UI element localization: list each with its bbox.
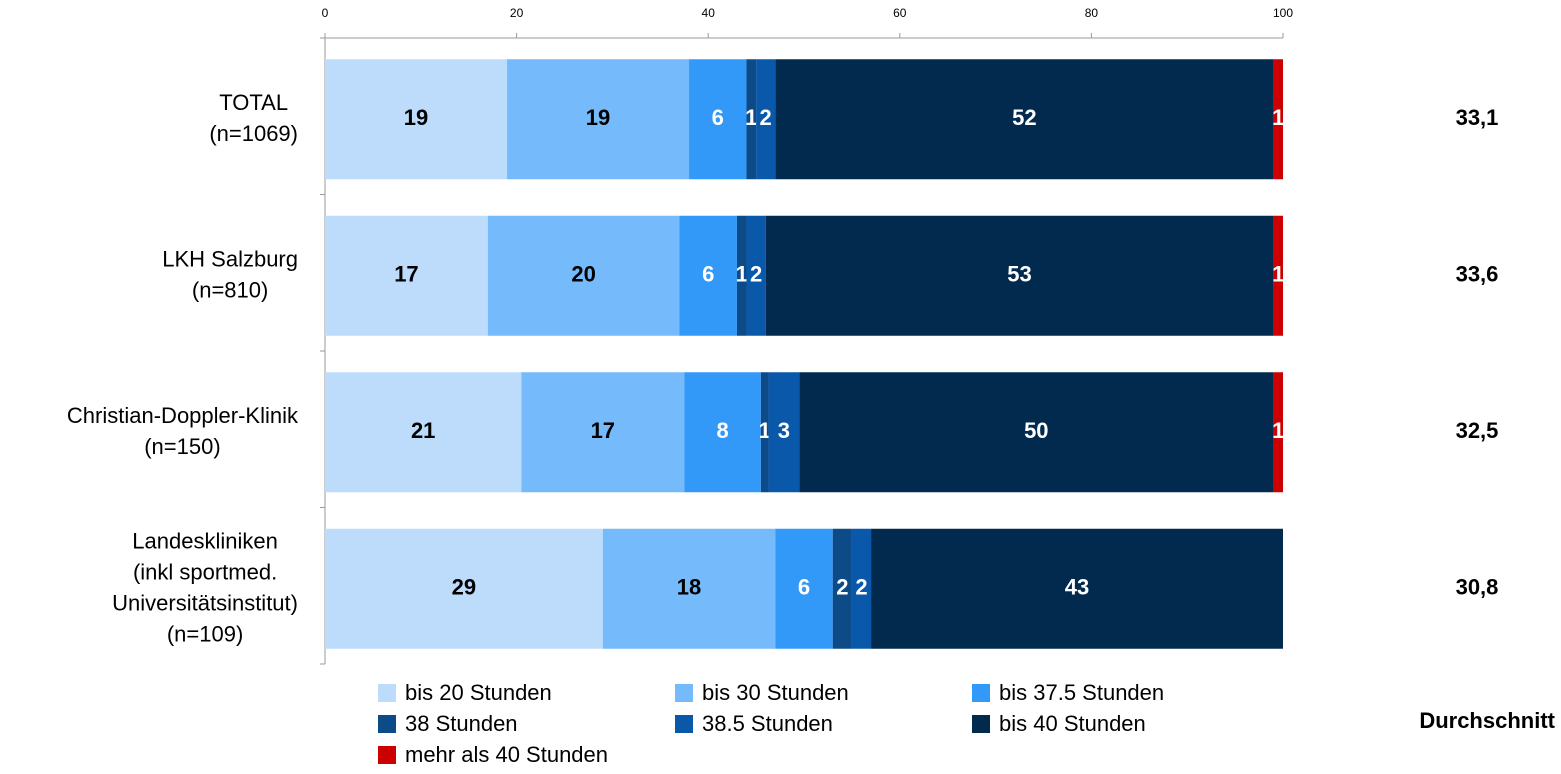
legend-label: mehr als 40 Stunden: [405, 742, 608, 767]
label-line: (n=1069): [209, 121, 298, 146]
bar-segment: [1273, 215, 1283, 336]
label-line: (n=810): [192, 277, 268, 302]
bar-segment: [775, 59, 1274, 180]
data-label: 2: [836, 575, 848, 600]
bar-segment: [765, 215, 1274, 336]
bar-segment: [746, 215, 766, 336]
category-label: Landeskliniken (inkl sportmed. Universität…: [112, 528, 298, 646]
legend-swatch: [378, 684, 396, 702]
bar-segment: [746, 59, 757, 180]
data-label: 8: [716, 418, 728, 443]
data-label: 53: [1007, 262, 1031, 287]
bar-segment: [679, 215, 737, 336]
data-label: 19: [404, 105, 428, 130]
data-label: 43: [1065, 575, 1089, 600]
bar-segment: [507, 59, 690, 180]
data-label: 29: [452, 575, 476, 600]
x-tick-label: 40: [702, 6, 716, 20]
bar-segment: [775, 528, 833, 649]
average-label: 33,1: [1456, 105, 1499, 130]
data-label: 19: [586, 105, 610, 130]
bar-segment: [325, 528, 603, 649]
data-label: 2: [750, 262, 762, 287]
bar-segment: [487, 215, 680, 336]
label-line: Landeskliniken: [132, 528, 278, 553]
data-label: 2: [760, 105, 772, 130]
bar-segment: [521, 372, 685, 493]
bar-segment: [689, 59, 747, 180]
legend-swatch: [675, 715, 693, 733]
data-label: 17: [591, 418, 615, 443]
bar-segment: [684, 372, 761, 493]
label-line: LKH Salzburg: [162, 246, 298, 271]
data-label: 1: [1272, 105, 1284, 130]
data-label: 6: [702, 262, 714, 287]
data-label: 52: [1012, 105, 1036, 130]
bar-segment: [832, 528, 852, 649]
data-label: 18: [677, 575, 701, 600]
bar-segment: [1273, 59, 1283, 180]
category-label: Christian-Doppler-Klinik (n=150): [67, 403, 299, 459]
x-tick-label: 0: [322, 6, 329, 20]
label-line: (n=150): [144, 434, 220, 459]
label-line: Universitätsinstitut): [112, 590, 298, 615]
x-tick-label: 100: [1273, 6, 1293, 20]
average-title: Durchschnitt: [1419, 708, 1555, 733]
legend-label: bis 40 Stunden: [999, 711, 1146, 736]
bar-segment: [851, 528, 872, 649]
bar-segment: [325, 372, 522, 493]
average-label: 33,6: [1456, 262, 1499, 287]
legend-label: bis 37.5 Stunden: [999, 680, 1164, 705]
x-tick-label: 80: [1085, 6, 1099, 20]
bar-segment: [871, 528, 1283, 649]
data-label: 50: [1024, 418, 1048, 443]
bar-segment: [760, 372, 769, 493]
bar-segment: [325, 59, 508, 180]
bar-segment: [1273, 372, 1283, 493]
bar-segment: [768, 372, 800, 493]
data-label: 17: [394, 262, 418, 287]
category-label: TOTAL (n=1069): [209, 90, 298, 146]
data-label: 2: [855, 575, 867, 600]
bar-segment: [325, 215, 488, 336]
data-label: 21: [411, 418, 435, 443]
x-tick-label: 60: [893, 6, 907, 20]
data-label: 6: [712, 105, 724, 130]
data-label: 1: [1272, 418, 1284, 443]
x-tick-label: 20: [510, 6, 524, 20]
average-label: 30,8: [1456, 575, 1499, 600]
legend-label: bis 30 Stunden: [702, 680, 849, 705]
legend-label: 38.5 Stunden: [702, 711, 833, 736]
legend-label: bis 20 Stunden: [405, 680, 552, 705]
data-label: 1: [1272, 262, 1284, 287]
data-label: 1: [736, 262, 748, 287]
bar-segment: [602, 528, 776, 649]
legend-swatch: [675, 684, 693, 702]
label-line: (n=109): [167, 621, 243, 646]
label-line: Christian-Doppler-Klinik: [67, 403, 299, 428]
category-label: LKH Salzburg (n=810): [162, 246, 298, 302]
legend-swatch: [972, 684, 990, 702]
bar-segment: [736, 215, 747, 336]
legend-swatch: [972, 715, 990, 733]
bar-segment: [756, 59, 776, 180]
legend-label: 38 Stunden: [405, 711, 518, 736]
data-label: 3: [778, 418, 790, 443]
data-label: 6: [798, 575, 810, 600]
label-line: (inkl sportmed.: [133, 559, 277, 584]
data-label: 20: [571, 262, 595, 287]
bar-segment: [799, 372, 1274, 493]
label-line: TOTAL: [219, 90, 288, 115]
legend-swatch: [378, 746, 396, 764]
average-label: 32,5: [1456, 418, 1499, 443]
data-label: 1: [745, 105, 757, 130]
data-label: 1: [759, 418, 771, 443]
legend-swatch: [378, 715, 396, 733]
